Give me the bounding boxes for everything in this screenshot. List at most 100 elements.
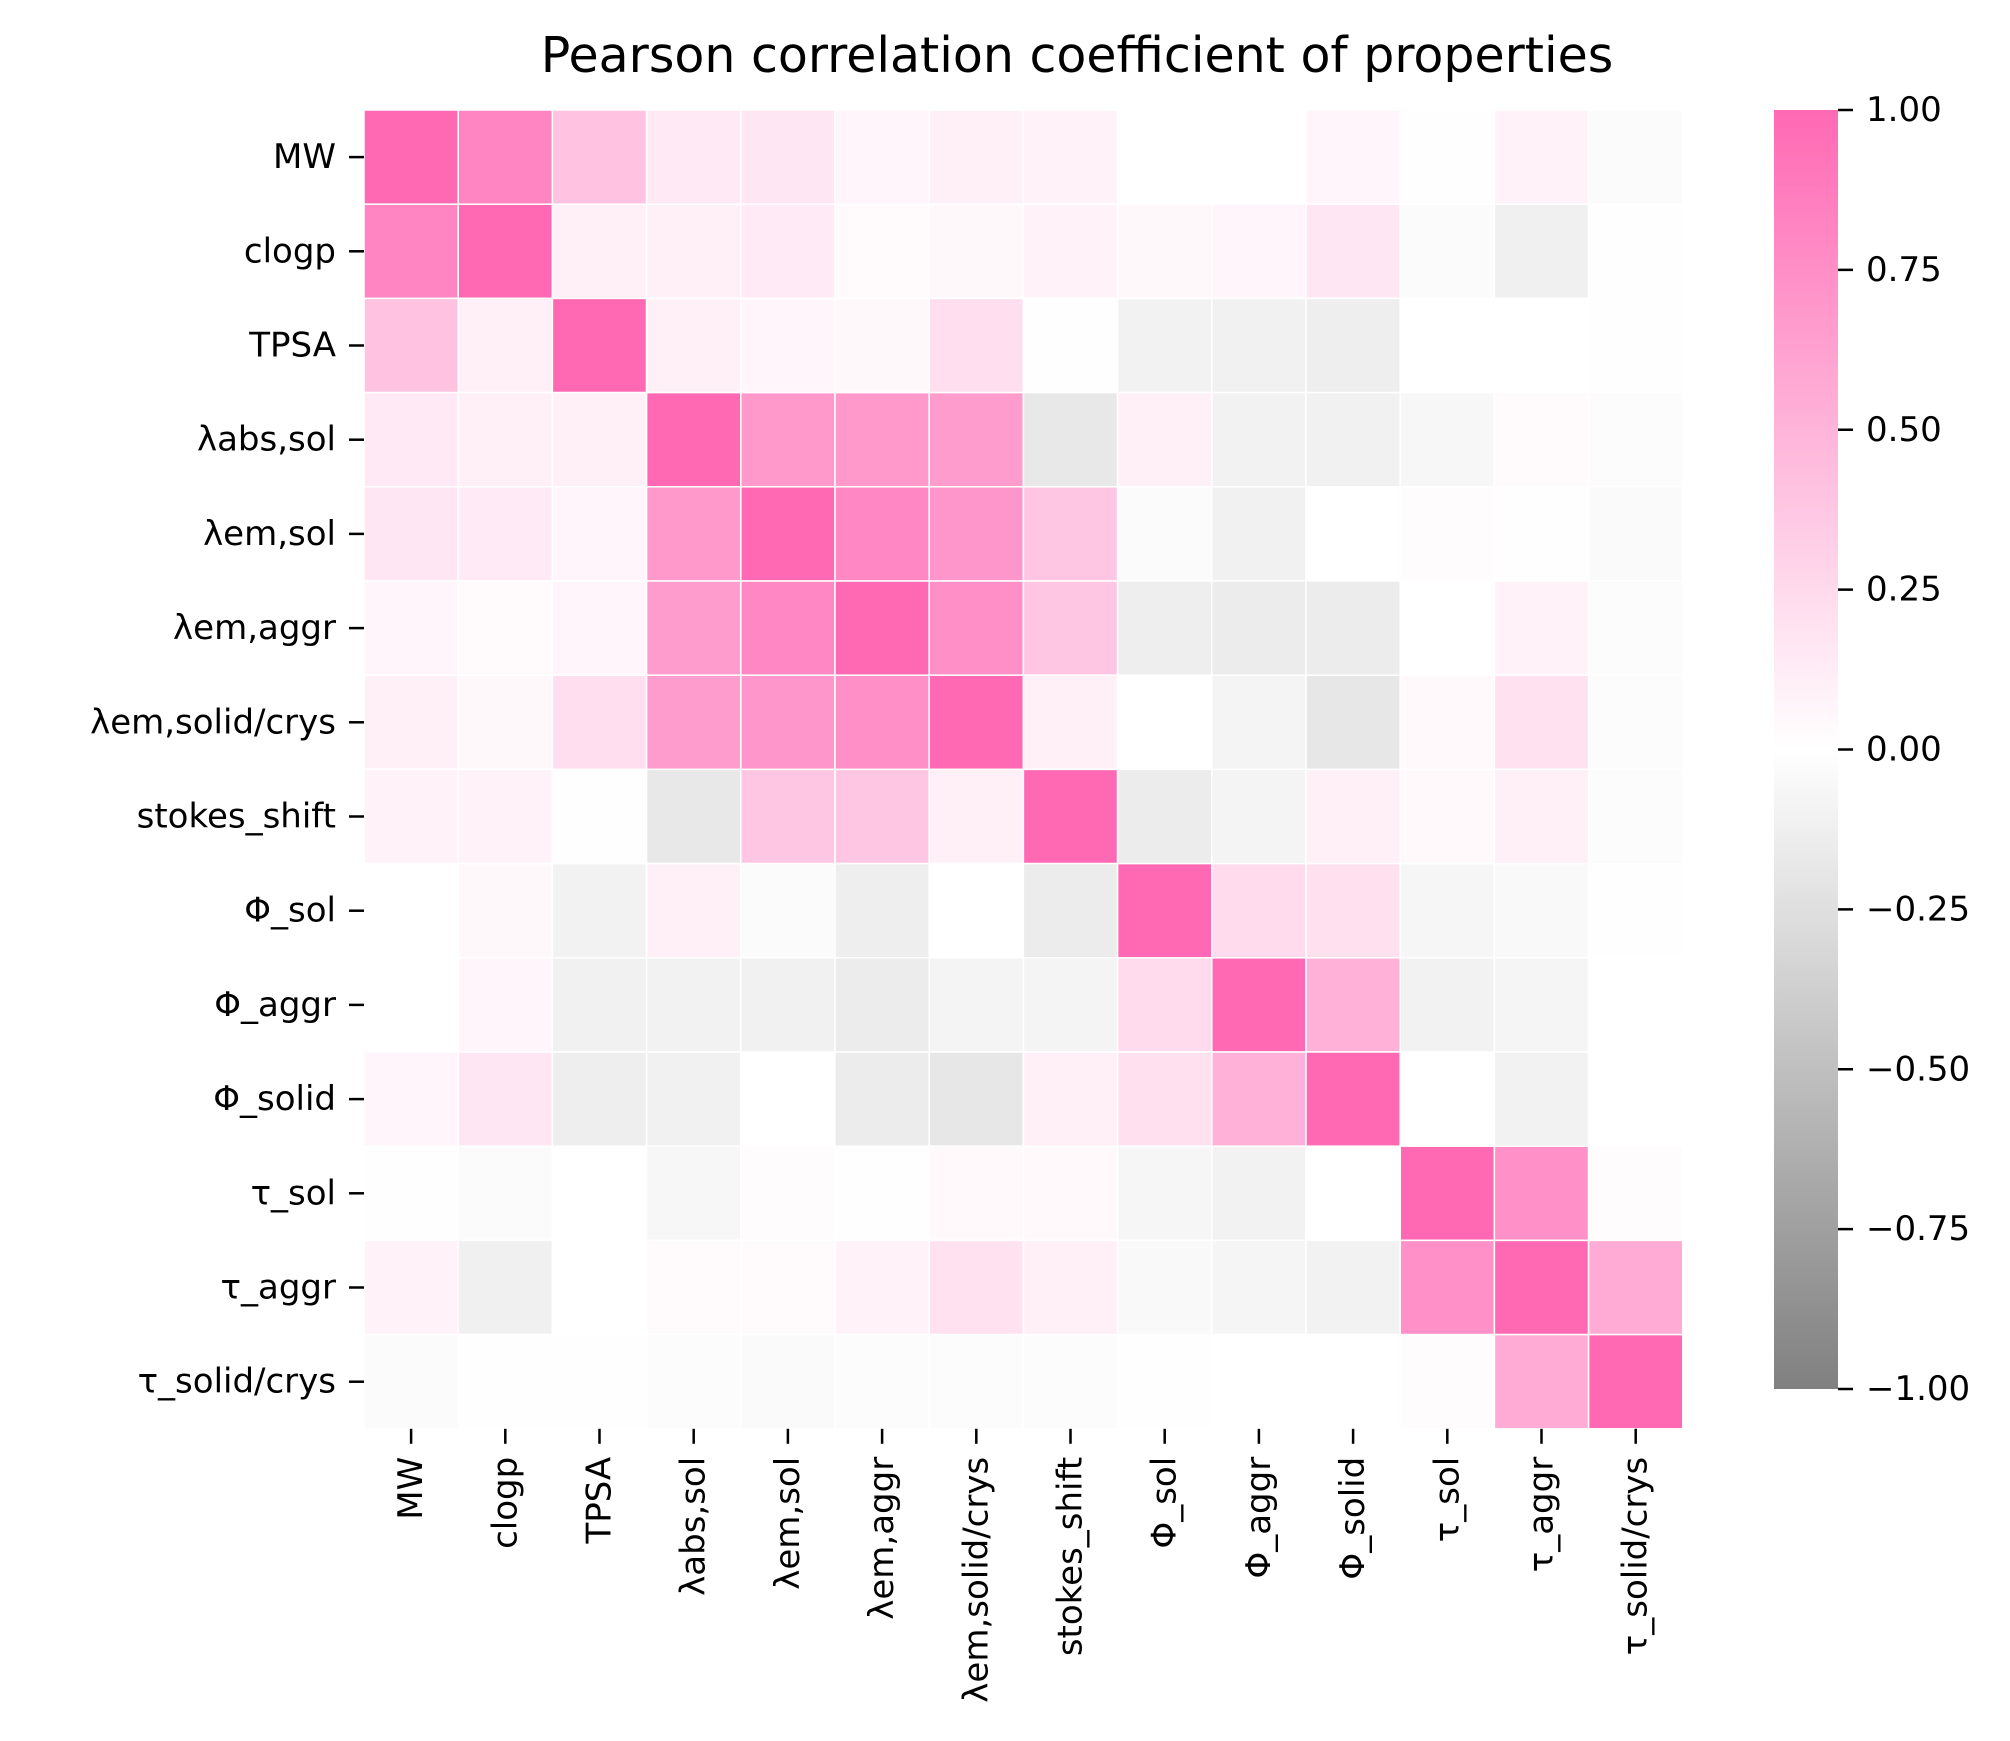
heatmap-cell-r10-c7 [1022, 1051, 1119, 1147]
heatmap-cell-r1-c6 [928, 203, 1025, 300]
heatmap-cell-r13-c2 [551, 1333, 648, 1430]
y-tick-label: clogp [244, 231, 336, 271]
colorbar-tick-label: −0.25 [1866, 889, 1970, 929]
heatmap-cell-r5-c7 [1022, 580, 1119, 676]
heatmap-cell-r13-c8 [1116, 1333, 1213, 1430]
heatmap-cell-r7-c6 [928, 768, 1025, 865]
heatmap-cell-r5-c12 [1493, 580, 1590, 676]
y-tick-label: Φ_aggr [214, 985, 336, 1025]
heatmap-cell-r13-c6 [928, 1333, 1025, 1430]
heatmap-cell-r6-c3 [645, 674, 742, 771]
heatmap-cell-r6-c6 [928, 674, 1025, 771]
heatmap-cell-r10-c5 [834, 1051, 930, 1147]
heatmap-cell-r0-c7 [1022, 109, 1119, 205]
heatmap-cell-r1-c13 [1587, 203, 1684, 300]
heatmap-cell-r10-c6 [928, 1051, 1025, 1147]
heatmap-cell-r7-c11 [1399, 768, 1496, 865]
heatmap-cell-r2-c6 [928, 297, 1025, 394]
heatmap-cell-r6-c2 [551, 674, 648, 771]
heatmap-cell-r3-c11 [1399, 391, 1496, 488]
heatmap-cell-r2-c4 [740, 297, 836, 394]
heatmap-cell-r2-c1 [457, 297, 554, 394]
heatmap-cell-r10-c0 [363, 1051, 459, 1147]
heatmap-cell-r13-c11 [1399, 1333, 1496, 1430]
heatmap-cell-r3-c10 [1305, 391, 1401, 488]
heatmap-cell-r4-c12 [1493, 486, 1590, 582]
heatmap-cell-r6-c9 [1211, 674, 1307, 771]
heatmap-cell-r2-c2 [551, 297, 648, 394]
heatmap-cell-r11-c13 [1587, 1145, 1684, 1242]
y-tick-label: λem,solid/crys [90, 702, 336, 742]
heatmap-cell-r4-c1 [457, 486, 554, 582]
heatmap-cell-r12-c10 [1305, 1239, 1401, 1336]
heatmap-cell-r9-c9 [1211, 957, 1307, 1053]
heatmap-cell-r9-c11 [1399, 957, 1496, 1053]
heatmap-cell-r10-c8 [1116, 1051, 1213, 1147]
heatmap-cell-r8-c7 [1022, 862, 1119, 959]
y-tick-label: τ_sol [251, 1173, 336, 1213]
heatmap-cell-r5-c5 [834, 580, 930, 676]
heatmap-cell-r7-c13 [1587, 768, 1684, 865]
heatmap-cell-r4-c10 [1305, 486, 1401, 582]
colorbar-tick-label: −0.50 [1866, 1049, 1970, 1089]
heatmap-cell-r12-c6 [928, 1239, 1025, 1336]
heatmap-cell-r12-c0 [363, 1239, 459, 1336]
x-tick-label: stokes_shift [1051, 1457, 1091, 1656]
heatmap-cell-r4-c11 [1399, 486, 1496, 582]
heatmap-cell-r0-c5 [834, 109, 930, 205]
heatmap-cell-r5-c6 [928, 580, 1025, 676]
x-tick-label: λabs,sol [674, 1457, 714, 1596]
heatmap-cell-r2-c8 [1116, 297, 1213, 394]
heatmap-cell-r8-c13 [1587, 862, 1684, 959]
heatmap-cell-r5-c13 [1587, 580, 1684, 676]
heatmap-cell-r10-c10 [1305, 1051, 1401, 1147]
heatmap-cell-r9-c12 [1493, 957, 1590, 1053]
heatmap-cell-r6-c7 [1022, 674, 1119, 771]
heatmap-cell-r0-c1 [457, 109, 554, 205]
y-tick-label: λem,sol [203, 514, 336, 554]
heatmap-cell-r11-c5 [834, 1145, 930, 1242]
heatmap-cell-r7-c10 [1305, 768, 1401, 865]
heatmap-cell-r11-c2 [551, 1145, 648, 1242]
heatmap-cell-r7-c12 [1493, 768, 1590, 865]
heatmap-cell-r3-c9 [1211, 391, 1307, 488]
heatmap-cell-r3-c1 [457, 391, 554, 488]
colorbar-tick-label: 0.25 [1866, 570, 1942, 610]
heatmap-cell-r4-c3 [645, 486, 742, 582]
colorbar: 1.00 0.75 0.50 0.25 0.00 −0.25 −0.50 −0.75 −1.00 [1774, 90, 1970, 1409]
x-tick-label: τ_aggr [1522, 1457, 1562, 1572]
heatmap-cell-r11-c10 [1305, 1145, 1401, 1242]
heatmap-cell-r2-c0 [363, 297, 459, 394]
heatmap-cell-r12-c12 [1493, 1239, 1590, 1336]
heatmap-cell-r12-c4 [740, 1239, 836, 1336]
heatmap-cell-r9-c1 [457, 957, 554, 1053]
x-tick-label: λem,sol [768, 1457, 808, 1590]
heatmap-cell-r8-c0 [363, 862, 459, 959]
heatmap-cell-r12-c13 [1587, 1239, 1684, 1336]
heatmap-cell-r6-c5 [834, 674, 930, 771]
heatmap-cell-r7-c7 [1022, 768, 1119, 865]
heatmap-cell-r2-c5 [834, 297, 930, 394]
heatmap-cell-r5-c3 [645, 580, 742, 676]
heatmap-cell-r6-c1 [457, 674, 554, 771]
heatmap-cell-r12-c1 [457, 1239, 554, 1336]
x-tick-label: τ_sol [1427, 1457, 1467, 1542]
colorbar-tick-label: −0.75 [1866, 1209, 1970, 1249]
y-tick-label: τ_aggr [221, 1268, 336, 1308]
heatmap-cell-r12-c2 [551, 1239, 648, 1336]
y-tick-label: MW [273, 137, 336, 177]
x-tick-label: Φ_aggr [1239, 1457, 1279, 1579]
heatmap-cell-r3-c3 [645, 391, 742, 488]
heatmap-cell-r1-c7 [1022, 203, 1119, 300]
y-axis: MW clogp TPSA λabs,sol λem,sol λem,aggr λem,so… [90, 137, 364, 1402]
heatmap-cell-r7-c1 [457, 768, 554, 865]
heatmap-cell-r11-c12 [1493, 1145, 1590, 1242]
heatmap-cell-r9-c6 [928, 957, 1025, 1053]
heatmap-cell-r12-c7 [1022, 1239, 1119, 1336]
y-tick-label: TPSA [248, 326, 336, 366]
heatmap-cell-r7-c9 [1211, 768, 1307, 865]
colorbar-tick-label: 0.00 [1866, 730, 1942, 770]
heatmap-cell-r5-c9 [1211, 580, 1307, 676]
heatmap-cell-r10-c2 [551, 1051, 648, 1147]
